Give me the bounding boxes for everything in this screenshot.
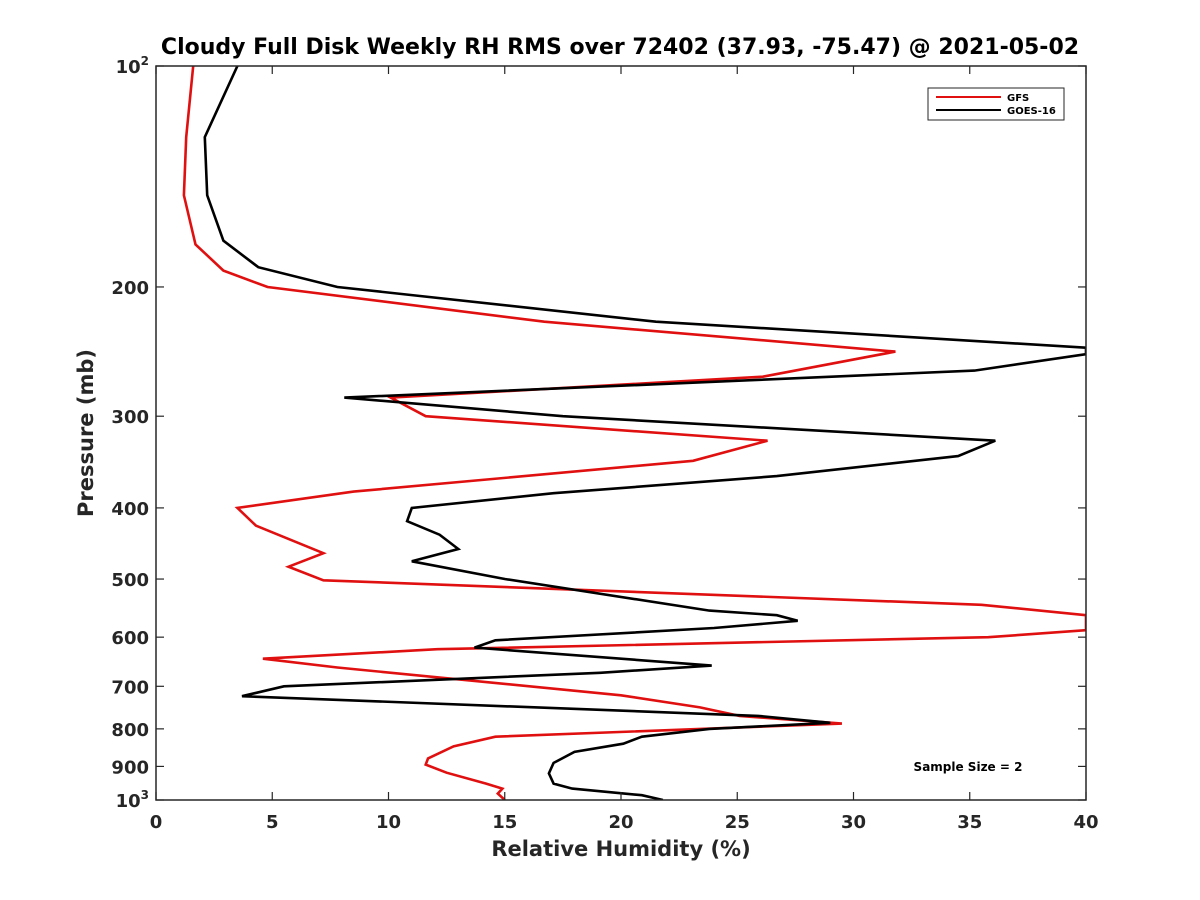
y-tick-label: 600 <box>111 628 149 649</box>
x-tick-label: 35 <box>957 812 982 833</box>
y-tick-label: 102 <box>116 54 149 78</box>
x-tick-label: 20 <box>608 812 633 833</box>
x-tick-label: 10 <box>376 812 401 833</box>
x-axis: 0 5 10 15 20 25 30 35 40 <box>150 66 1099 833</box>
legend-label-gfs: GFS <box>1007 93 1029 104</box>
y-tick-label: 700 <box>111 677 149 698</box>
legend-label-goes16: GOES-16 <box>1007 106 1056 117</box>
x-tick-label: 15 <box>492 812 517 833</box>
y-tick-label: 500 <box>111 570 149 591</box>
series-layer <box>182 66 1086 800</box>
y-tick-label: 300 <box>111 407 149 428</box>
x-axis-label: Relative Humidity (%) <box>491 837 750 861</box>
y-axis: 102 200 300 400 500 600 700 800 900 103 <box>111 54 1086 812</box>
y-tick-label: 800 <box>111 720 149 741</box>
series-line-goes16 <box>203 66 1086 800</box>
x-tick-label: 5 <box>266 812 279 833</box>
sample-size-annotation: Sample Size = 2 <box>914 760 1023 774</box>
legend-box <box>927 87 1065 121</box>
y-tick-label: 103 <box>116 788 149 812</box>
y-tick-label: 900 <box>111 757 149 778</box>
legend: GFS GOES-16 <box>927 87 1065 121</box>
y-tick-label: 200 <box>111 278 149 299</box>
y-tick-label: 400 <box>111 499 149 520</box>
x-tick-label: 30 <box>841 812 866 833</box>
series-line-gfs <box>182 66 1086 800</box>
x-tick-label: 25 <box>725 812 750 833</box>
y-axis-label: Pressure (mb) <box>74 349 98 517</box>
x-tick-label: 0 <box>150 812 163 833</box>
x-tick-label: 40 <box>1073 812 1098 833</box>
chart-title: Cloudy Full Disk Weekly RH RMS over 7240… <box>161 35 1079 60</box>
